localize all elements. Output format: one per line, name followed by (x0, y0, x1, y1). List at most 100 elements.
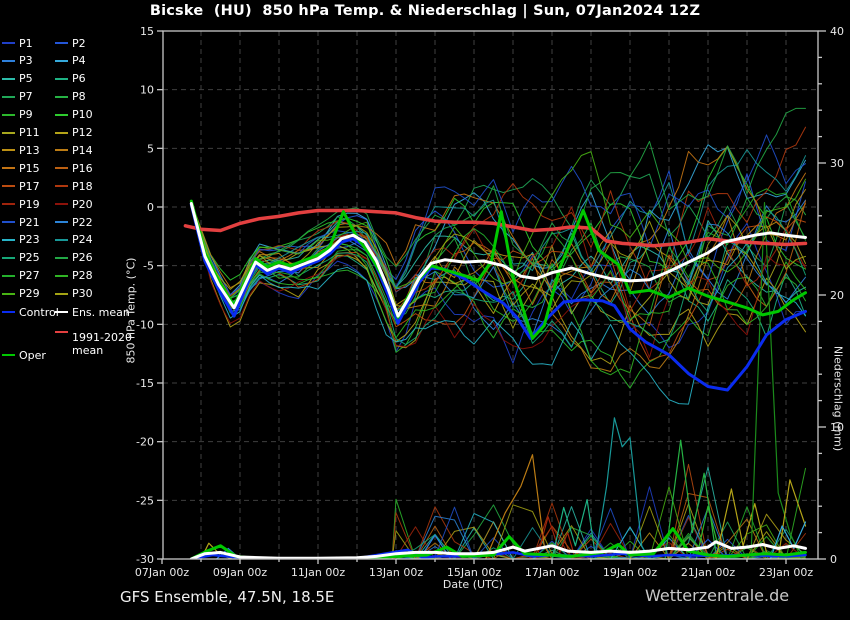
ensemble-member-precip-3 (190, 532, 806, 559)
legend-item-p24-color-dash (55, 238, 68, 241)
legend-item-p6: P6 (55, 72, 86, 86)
legend-item-p25-label: P25 (19, 251, 40, 265)
legend-item-p9-color-dash (2, 113, 15, 116)
svg-text:-10: -10 (136, 318, 154, 331)
watermark: Wetterzentrale.de (645, 586, 790, 605)
ensemble-member-temp-23 (190, 202, 806, 405)
legend-item-p11-color-dash (2, 131, 15, 134)
svg-text:-5: -5 (143, 260, 154, 273)
legend-item-p24-label: P24 (72, 233, 93, 247)
legend-item-p23-color-dash (2, 238, 15, 241)
precip-spike-5 (535, 516, 577, 559)
precip-spike-7 (594, 417, 651, 559)
legend-item-p28-label: P28 (72, 269, 93, 283)
legend-item-control: Control (2, 305, 59, 319)
ensemble-member-temp-24 (190, 149, 806, 305)
legend-item-p4-color-dash (55, 59, 68, 62)
legend-item-p29: P29 (2, 287, 40, 301)
svg-text:5: 5 (147, 142, 154, 155)
legend-item-p30-label: P30 (72, 287, 93, 301)
legend-item-oper: Oper (2, 348, 46, 362)
legend-item-p11: P11 (2, 126, 40, 140)
legend-item-control-label: Control (19, 305, 59, 319)
legend-item-p29-label: P29 (19, 287, 40, 301)
precip-spike-8 (664, 439, 717, 559)
legend-item-p20-label: P20 (72, 197, 93, 211)
legend-item-p14-color-dash (55, 149, 68, 152)
legend: P1 P2 P3 P4 P5 P6 P7 P8 P9 P10 P11 P12 P13 P14 P15 P16 P… (0, 0, 132, 400)
ensemble-member-precip-14 (190, 518, 806, 559)
oper-temp-line (189, 199, 807, 340)
legend-item-p10-label: P10 (72, 108, 93, 122)
legend-item-p3: P3 (2, 54, 33, 68)
precip-spike-11 (750, 202, 803, 559)
legend-item-p2-label: P2 (72, 36, 86, 50)
ensemble-member-precip-30 (190, 504, 806, 559)
ensemble-member-precip-5 (190, 466, 806, 559)
legend-item-p30-color-dash (55, 292, 68, 295)
svg-text:0: 0 (147, 201, 154, 214)
legend-item-p7-label: P7 (19, 90, 33, 104)
legend-item-p15: P15 (2, 161, 40, 175)
svg-text:10: 10 (830, 421, 844, 434)
legend-item-p1-label: P1 (19, 36, 33, 50)
legend-item-p17-label: P17 (19, 179, 40, 193)
legend-item-p15-label: P15 (19, 161, 40, 175)
legend-item-p20-color-dash (55, 203, 68, 206)
legend-item-clim-mean: 1991-2020 mean (55, 331, 132, 359)
ensemble-member-temp-28 (190, 200, 806, 376)
legend-item-ens-mean: Ens. mean (55, 305, 130, 319)
svg-text:23Jan 00z: 23Jan 00z (759, 566, 813, 579)
ensemble-member-temp-2 (190, 170, 806, 315)
legend-item-p13-label: P13 (19, 143, 40, 157)
left-axis-title: 850 hPa Temp. (°C) (124, 257, 138, 364)
legend-item-p6-label: P6 (72, 72, 86, 86)
legend-item-p8-color-dash (55, 95, 68, 98)
ensemble-member-temp-11 (190, 205, 806, 349)
ensemble-member-temp-26 (190, 107, 806, 299)
legend-item-p12: P12 (55, 126, 93, 140)
legend-item-p27: P27 (2, 269, 40, 283)
legend-item-clim-mean-color-dash (55, 331, 68, 333)
legend-item-p4: P4 (55, 54, 86, 68)
legend-item-p17-color-dash (2, 185, 15, 188)
legend-item-p15-color-dash (2, 167, 15, 170)
axis-ticks: 15 10 5 0 -5 -10 -15 -20 -25 -30 0 10 20 30 40 07Jan 00… (135, 25, 844, 579)
model-info: GFS Ensemble, 47.5N, 18.5E (120, 588, 335, 606)
legend-item-ens-mean-color-dash (55, 311, 68, 313)
legend-item-p6-color-dash (55, 77, 68, 80)
ensemble-member-temp-17 (190, 204, 806, 362)
precip-spike-10 (715, 488, 768, 559)
ensemble-member-precip-9 (190, 498, 806, 559)
precip-spike-9 (695, 505, 721, 559)
legend-item-p21-color-dash (2, 221, 15, 223)
legend-item-p25: P25 (2, 251, 40, 265)
legend-item-p19: P19 (2, 197, 40, 211)
legend-item-p20: P20 (55, 197, 93, 211)
legend-item-p8-label: P8 (72, 90, 86, 104)
svg-text:07Jan 00z: 07Jan 00z (135, 566, 189, 579)
legend-item-p3-color-dash (2, 59, 15, 62)
legend-item-p13: P13 (2, 143, 40, 157)
svg-text:-25: -25 (136, 494, 154, 507)
legend-item-clim-mean-label: 1991-2020 mean (72, 331, 132, 357)
plot-area (183, 107, 808, 559)
svg-text:-30: -30 (136, 553, 154, 566)
legend-item-oper-label: Oper (19, 348, 46, 362)
legend-item-p12-label: P12 (72, 126, 93, 139)
legend-item-p7-color-dash (2, 95, 15, 98)
precip-spike-12 (777, 479, 807, 559)
legend-item-p30: P30 (55, 287, 93, 301)
legend-item-p18-color-dash (55, 185, 68, 188)
ensemble-member-precip-28 (190, 467, 806, 559)
legend-item-p2: P2 (55, 36, 86, 50)
svg-text:09Jan 00z: 09Jan 00z (213, 566, 267, 579)
legend-item-p8: P8 (55, 90, 86, 104)
legend-item-p22-color-dash (55, 221, 68, 223)
legend-item-p9-label: P9 (19, 108, 33, 122)
svg-text:15: 15 (140, 25, 154, 38)
svg-text:13Jan 00z: 13Jan 00z (369, 566, 423, 579)
legend-item-p16-color-dash (55, 167, 68, 170)
